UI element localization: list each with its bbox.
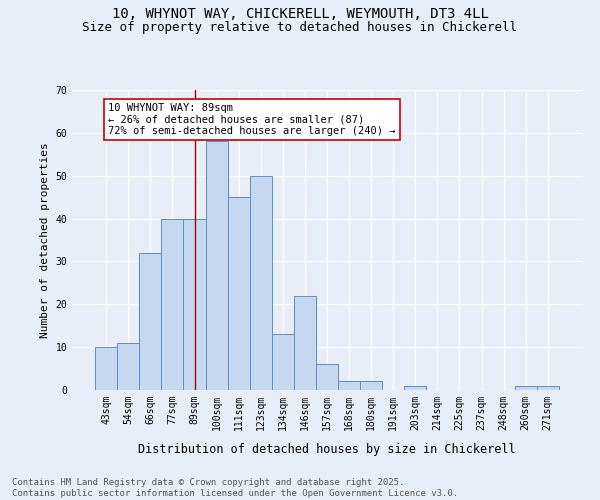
Bar [338, 382, 360, 390]
Y-axis label: Number of detached properties: Number of detached properties [40, 142, 50, 338]
Text: Contains HM Land Registry data © Crown copyright and database right 2025.
Contai: Contains HM Land Registry data © Crown c… [12, 478, 458, 498]
Text: Size of property relative to detached houses in Chickerell: Size of property relative to detached ho… [83, 21, 517, 34]
Text: 10 WHYNOT WAY: 89sqm
← 26% of detached houses are smaller (87)
72% of semi-detac: 10 WHYNOT WAY: 89sqm ← 26% of detached h… [109, 103, 396, 136]
Bar [294, 296, 316, 390]
Bar [95, 347, 117, 390]
Bar [184, 218, 206, 390]
Bar [139, 253, 161, 390]
Bar [227, 197, 250, 390]
Bar [316, 364, 338, 390]
Bar [404, 386, 427, 390]
Bar [117, 343, 139, 390]
Bar [537, 386, 559, 390]
Bar [515, 386, 537, 390]
Text: 10, WHYNOT WAY, CHICKERELL, WEYMOUTH, DT3 4LL: 10, WHYNOT WAY, CHICKERELL, WEYMOUTH, DT… [112, 8, 488, 22]
Bar [272, 334, 294, 390]
Bar [206, 142, 227, 390]
Bar [250, 176, 272, 390]
Bar [161, 218, 184, 390]
Text: Distribution of detached houses by size in Chickerell: Distribution of detached houses by size … [138, 442, 516, 456]
Bar [360, 382, 382, 390]
